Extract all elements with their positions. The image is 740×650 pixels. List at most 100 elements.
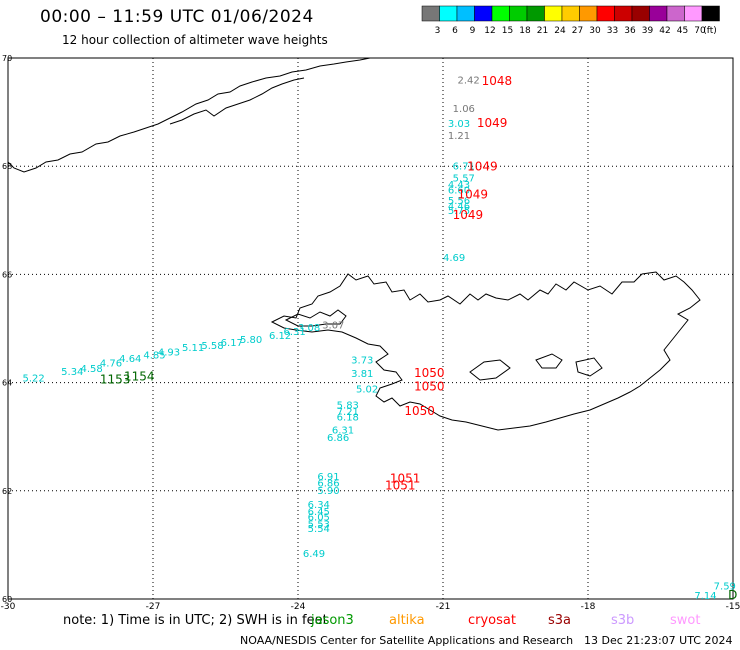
- lake-two: [535, 353, 563, 369]
- footer-note: note: 1) Time is in UTC; 2) SWH is in fe…: [63, 613, 328, 628]
- pressure-value: 1154: [124, 369, 155, 383]
- colorbar-label: 33: [607, 26, 618, 35]
- wave-height-value: 6.86: [317, 478, 339, 489]
- colorbar-label: 18: [519, 26, 531, 35]
- longitude-tick-label: -30: [1, 602, 16, 612]
- coastline: [7, 57, 701, 431]
- satellite-swot-label: swot: [670, 613, 701, 628]
- wave-height-value: 6.31: [284, 327, 306, 338]
- wave-height-value: 3.08: [298, 323, 320, 334]
- wave-height-value: 5.22: [23, 374, 45, 385]
- greenland-inner-coast: [169, 77, 305, 125]
- wave-height-value: 6.17: [221, 338, 243, 349]
- wave-height-value: 7.14: [694, 591, 716, 602]
- wave-height-value: 6.31: [332, 425, 354, 436]
- colorbar-label: (ft): [703, 26, 717, 35]
- wave-height-value: 5.75: [448, 206, 470, 217]
- wave-height-value: 3.07: [322, 321, 344, 332]
- pressure-value: 1050: [414, 380, 445, 394]
- wave-height-value: 6.86: [327, 433, 349, 444]
- wave-height-value: 4.46: [448, 201, 470, 212]
- latitude-tick-label: 66: [2, 270, 12, 279]
- pressure-value: 1153: [100, 373, 131, 387]
- wave-height-value: 6.71: [453, 161, 475, 172]
- pressure-labels: 1048104910491049104910501050105010511051…: [100, 74, 738, 602]
- wave-height-value: 4.85: [143, 350, 165, 361]
- wave-height-value: 4.93: [158, 348, 180, 359]
- pressure-value: D: [728, 588, 737, 602]
- longitude-tick-label: -18: [581, 602, 596, 612]
- longitude-tick-label: -15: [726, 602, 740, 612]
- pressure-value: 1049: [453, 208, 484, 222]
- wave-height-value: 5.80: [240, 335, 262, 346]
- wave-height-value: 6.05: [308, 513, 330, 524]
- colorbar-label: 39: [642, 26, 654, 35]
- satellite-jason3-label: jason3: [311, 613, 354, 628]
- wave-height-observations: 2.42 1.06 3.031.21 6.715.574.436.605.564.46…: [23, 75, 736, 602]
- altimeter-map[interactable]: -30 -27 -24 -21 -18 -15 70 68 66 64 62 60 2.42 1.06 3…: [0, 0, 740, 612]
- wave-height-value: 5.83: [337, 401, 359, 412]
- pressure-value: 1051: [385, 479, 416, 493]
- wave-height-value: 6.12: [269, 331, 291, 342]
- map-subtitle: 12 hour collection of altimeter wave hei…: [62, 33, 328, 47]
- iceland-coastline: [270, 271, 701, 431]
- colorbar-label: 15: [502, 26, 513, 35]
- wave-height-value: 5.58: [201, 341, 223, 352]
- generation-timestamp: 13 Dec 21:23:07 UTC 2024: [584, 634, 733, 647]
- latitude-tick-label: 62: [2, 487, 12, 496]
- wave-height-value: 3.03: [448, 119, 470, 130]
- colorbar-label: 42: [659, 26, 670, 35]
- colorbar-label: 21: [537, 26, 548, 35]
- wave-height-value: 5.11: [182, 343, 204, 354]
- wave-height-value: 5.57: [453, 173, 475, 184]
- pressure-value: 1048: [482, 74, 513, 88]
- latitude-tick-label: 64: [2, 379, 12, 388]
- wave-height-value: 6.34: [308, 500, 330, 511]
- colorbar-label: 27: [572, 26, 583, 35]
- satellite-s3b-label: s3b: [611, 613, 635, 628]
- wave-height-value: 5.34: [61, 367, 83, 378]
- colorbar-label: 36: [624, 26, 636, 35]
- pressure-value: 1051: [390, 472, 421, 486]
- wave-height-value: 4.64: [119, 354, 141, 365]
- wave-height-value: 6.60: [448, 185, 470, 196]
- colorbar-label: 70: [694, 26, 706, 35]
- westfjords-detail: [284, 309, 347, 327]
- wave-height-value: 6.45: [308, 507, 330, 518]
- wave-height-value: 1.21: [448, 131, 470, 142]
- greenland-coastline: [7, 57, 371, 173]
- wave-height-value: 5.90: [317, 486, 339, 497]
- wave-height-value: 3.81: [351, 369, 373, 380]
- map-frame: [7, 57, 734, 600]
- longitude-tick-label: -21: [436, 602, 451, 612]
- colorbar-label: 24: [554, 26, 566, 35]
- map-gridlines: [7, 57, 734, 600]
- wave-height-value: 4.43: [448, 180, 470, 191]
- pressure-value: 1050: [404, 404, 435, 418]
- wave-height-value: 5.56: [448, 196, 470, 207]
- satellite-altika-label: altika: [389, 613, 425, 628]
- wave-height-value: 5.54: [308, 524, 330, 535]
- colorbar-label: 6: [452, 26, 458, 35]
- latitude-tick-label: 68: [2, 162, 12, 171]
- pressure-value: 1049: [467, 160, 498, 174]
- longitude-tick-label: -27: [146, 602, 161, 612]
- colorbar-label: 3: [435, 26, 441, 35]
- wave-height-color-legend: 3 6 9 12 15 18 21 24 27 30 33 36 39 42 45 70(ft): [421, 5, 720, 35]
- map-title: 00:00 – 11:59 UTC 01/06/2024: [40, 7, 314, 27]
- wave-height-value: 5.53: [308, 520, 330, 531]
- pressure-value: 1049: [458, 188, 489, 202]
- colorbar-label: 45: [677, 26, 688, 35]
- wave-height-value: 4.58: [81, 364, 103, 375]
- colorbar-label: 9: [470, 26, 476, 35]
- longitude-tick-label: -24: [291, 602, 306, 612]
- lake-one: [469, 359, 511, 381]
- wave-height-value: 7.21: [337, 407, 359, 418]
- lake-three: [575, 357, 603, 377]
- wave-height-value: 6.49: [303, 549, 325, 560]
- wave-height-value: 6.18: [337, 412, 359, 423]
- satellite-cryosat-label: cryosat: [468, 613, 516, 628]
- colorbar-label: 30: [589, 26, 601, 35]
- wave-height-value: 6.91: [317, 472, 339, 483]
- latitude-tick-label: 60: [2, 595, 12, 604]
